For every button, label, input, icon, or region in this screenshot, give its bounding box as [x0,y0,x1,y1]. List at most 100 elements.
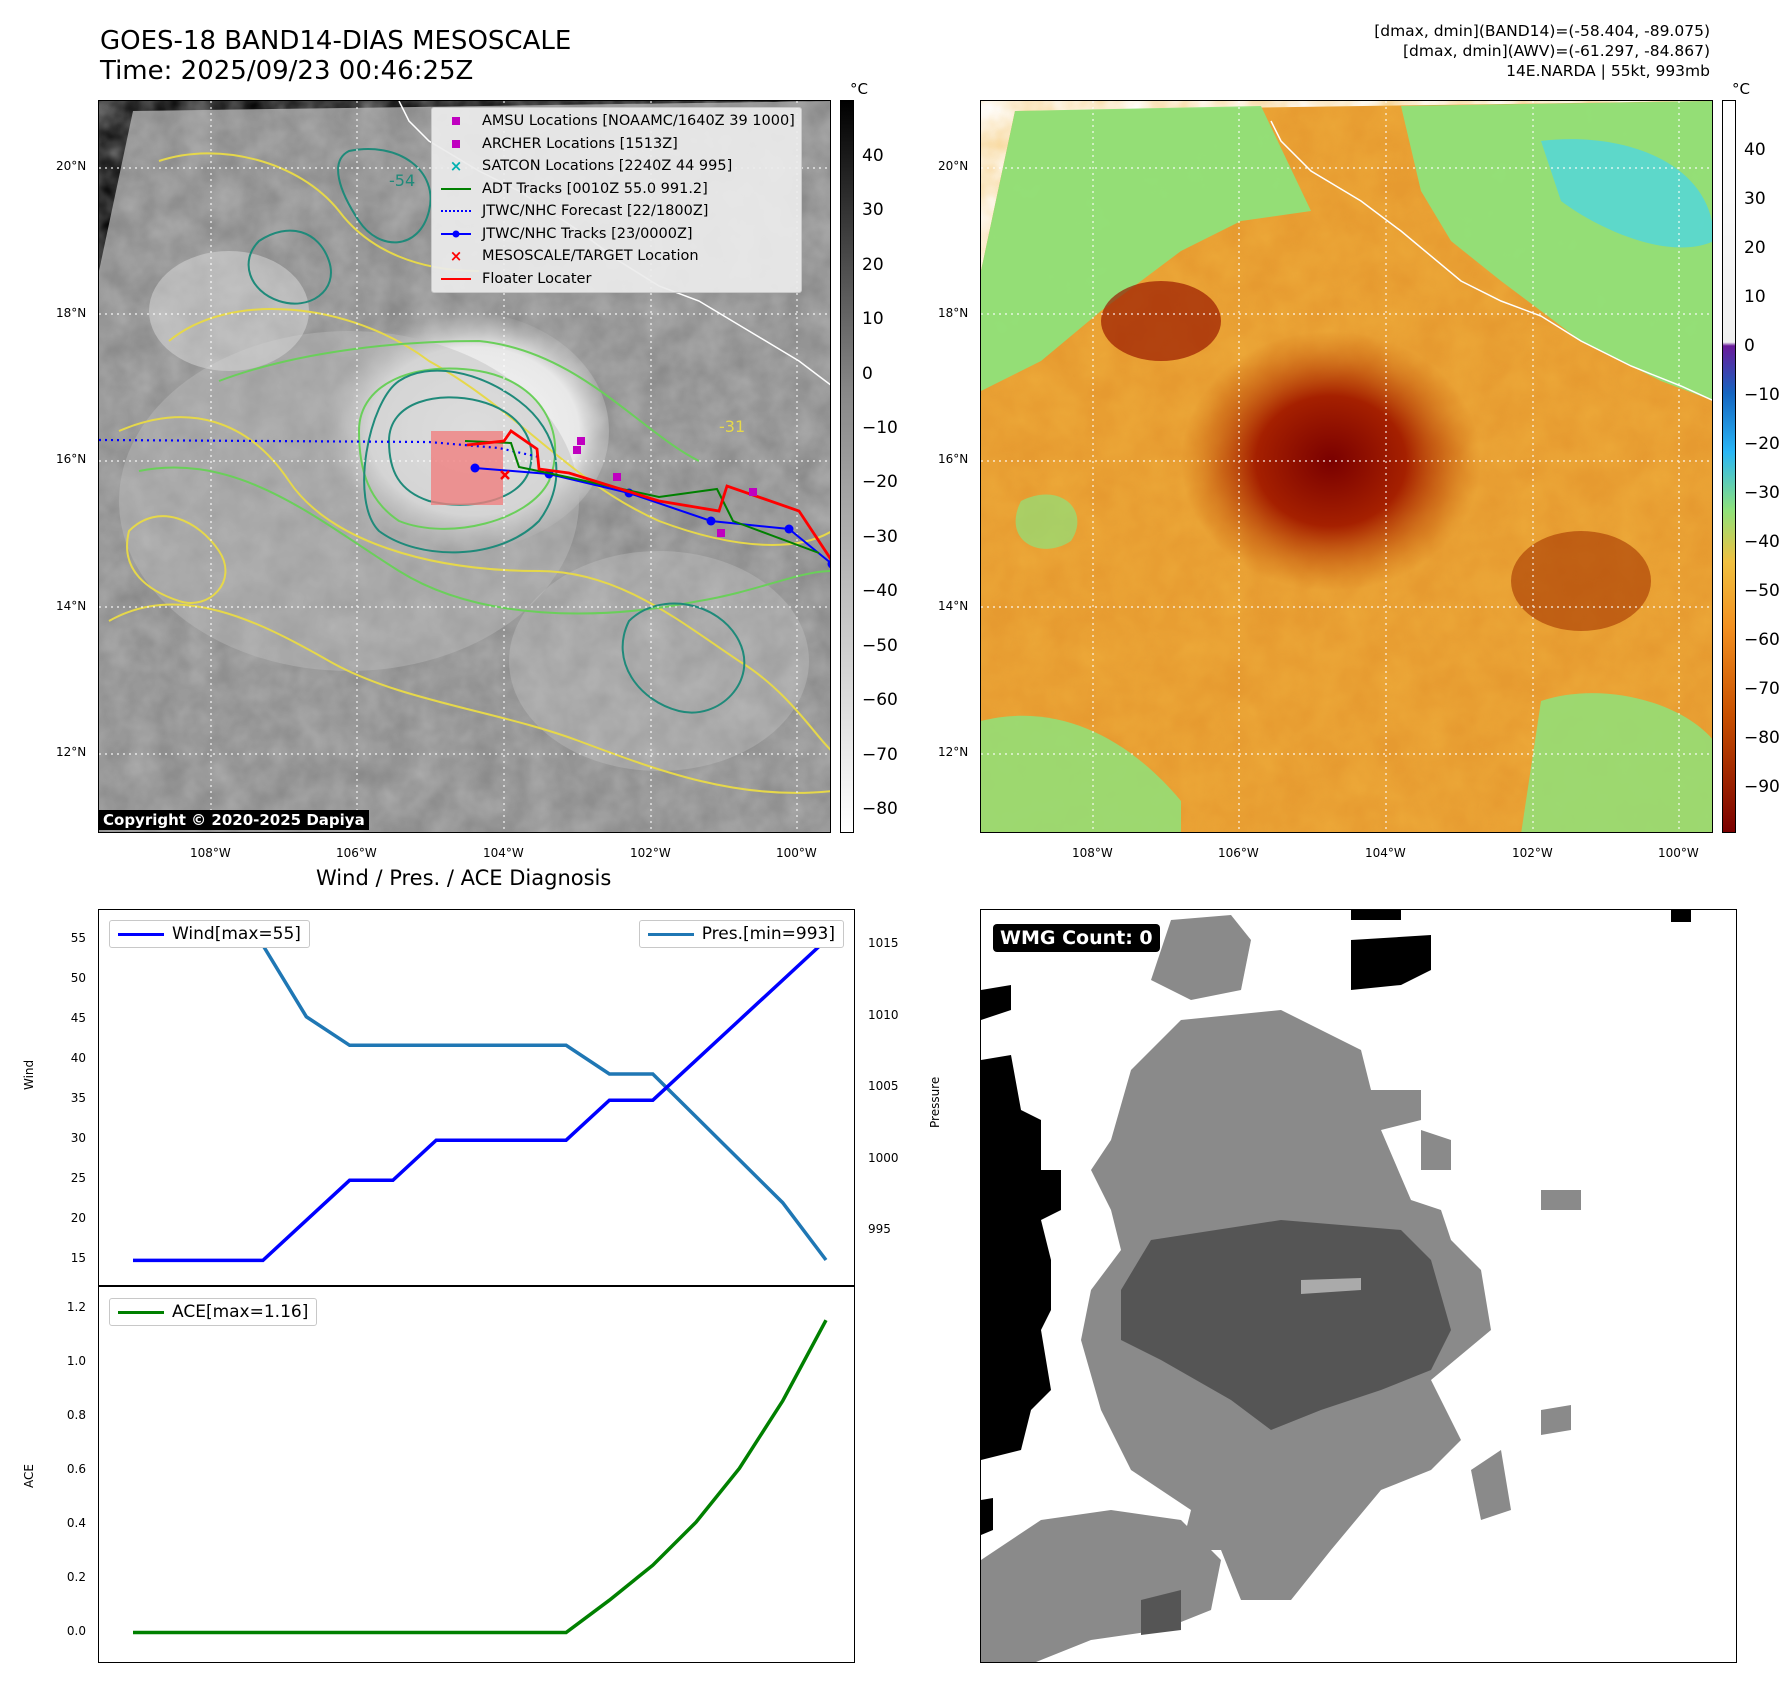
wind-legend: Wind[max=55] [109,920,310,948]
colorbar-tick: 30 [1744,189,1766,209]
colorbar-tick: −60 [1744,630,1780,650]
lon-tick: 106°W [1218,846,1259,860]
lat-tick: 14°N [56,599,87,613]
band14-map: -54 -31 AMSU Locations [NOAAMC/1640Z 39 … [98,100,831,833]
solid-line-icon [438,272,474,286]
wind-pressure-chart: Wind[max=55] Pres.[min=993] [98,909,855,1287]
lat-tick: 16°N [938,452,969,466]
colorbar-tick: −50 [862,636,898,656]
ace-legend: ACE[max=1.16] [109,1298,318,1326]
colorbar-tick: −20 [1744,434,1780,454]
lon-tick: 100°W [1658,846,1699,860]
colorbar-unit: °C [850,80,868,98]
lat-tick: 12°N [938,745,969,759]
diag-title: Wind / Pres. / ACE Diagnosis [316,866,612,890]
legend-item-floater: Floater Locater [438,268,795,291]
colorbar-tick: 0 [862,364,873,384]
x-marker-icon: × [449,157,463,176]
axis-tick: 25 [70,1171,86,1186]
wmg-image [981,910,1691,1662]
figure-time: Time: 2025/09/23 00:46:25Z [100,56,474,86]
line-swatch-icon [118,932,164,936]
lon-tick: 108°W [190,846,231,860]
colorbar-tick: 40 [1744,140,1766,160]
axis-tick: 1010 [868,1007,899,1022]
colorbar-tick: −70 [1744,679,1780,699]
colorbar-tick: −30 [862,527,898,547]
lon-tick: 106°W [336,846,377,860]
square-marker-icon [438,137,474,151]
solid-line-icon [438,182,474,196]
lat-tick: 16°N [56,452,87,466]
lon-tick: 108°W [1072,846,1113,860]
axis-tick: 1000 [868,1150,899,1165]
lat-tick: 20°N [56,159,87,173]
colorbar-tick: −30 [1744,483,1780,503]
lat-tick: 18°N [938,306,969,320]
axis-tick: 1005 [868,1079,899,1094]
x-marker-icon: × [449,247,463,266]
stat-band14: [dmax, dmin](BAND14)=(-58.404, -89.075) [1374,22,1710,40]
colorbar-tick: 40 [862,146,884,166]
colorbar-tick: −80 [1744,728,1780,748]
wind-line [133,938,828,1263]
axis-tick: 0.0 [66,1623,86,1638]
map-legend: AMSU Locations [NOAAMC/1640Z 39 1000] AR… [431,107,802,293]
colorbar-unit: °C [1732,80,1750,98]
pressure-legend: Pres.[min=993] [638,920,844,948]
legend-item-satcon: × SATCON Locations [2240Z 44 995] [438,155,795,178]
lat-tick: 14°N [938,599,969,613]
stat-storm: 14E.NARDA | 55kt, 993mb [1506,62,1710,80]
contour-label: -54 [389,171,416,190]
dotted-line-icon [438,204,474,218]
legend-item-tracks: JTWC/NHC Tracks [23/0000Z] [438,223,795,246]
colorbar-tick: −10 [862,418,898,438]
lon-tick: 104°W [1365,846,1406,860]
pressure-axis-label: Pressure [928,1076,942,1128]
awv-map-image [981,101,1712,832]
axis-tick: 55 [70,931,86,945]
lat-tick: 20°N [938,159,969,173]
colorbar-tick: −40 [862,581,898,601]
ace-line [133,1319,828,1635]
axis-tick: 50 [70,971,86,986]
line-dot-icon [438,227,474,241]
axis-tick: 1.2 [66,1300,86,1315]
awv-map [980,100,1713,833]
wind-pressure-plot [133,938,828,1263]
lat-tick: 12°N [56,745,87,759]
stat-awv: [dmax, dmin](AWV)=(-61.297, -84.867) [1403,42,1710,60]
legend-item-archer: ARCHER Locations [1513Z] [438,133,795,156]
axis-tick: 1015 [868,936,899,951]
colorbar-tick: 20 [862,255,884,275]
colorbar-tick: −70 [862,745,898,765]
axis-tick: 45 [70,1011,86,1026]
wind-axis-label: Wind [22,1059,36,1090]
lon-tick: 100°W [776,846,817,860]
colorbar-tick: −50 [1744,581,1780,601]
axis-tick: 0.6 [66,1461,86,1476]
axis-tick: 30 [70,1131,86,1146]
square-marker-icon [438,114,474,128]
lat-tick: 18°N [56,306,87,320]
colorbar-tick: 20 [1744,238,1766,258]
line-swatch-icon [118,1310,164,1314]
line-swatch-icon [647,932,694,936]
axis-tick: 40 [70,1051,86,1066]
copyright-label: Copyright © 2020-2025 Dapiya [99,810,369,830]
ace-plot [133,1319,828,1635]
colorbar-tick: −80 [862,799,898,819]
colorbar-tick: −60 [862,690,898,710]
colorbar-tick: −20 [862,472,898,492]
colorbar-tick: 0 [1744,336,1755,356]
ace-chart: ACE[max=1.16] [98,1285,855,1663]
colorbar-tick: −10 [1744,385,1780,405]
legend-item-adt: ADT Tracks [0010Z 55.0 991.2] [438,178,795,201]
colorbar-tick: 10 [862,309,884,329]
axis-tick: 15 [70,1251,86,1266]
pressure-line [133,943,828,1262]
colorbar-tick: −40 [1744,532,1780,552]
axis-tick: 0.4 [66,1515,86,1530]
axis-tick: 1.0 [66,1354,86,1369]
lon-tick: 102°W [630,846,671,860]
